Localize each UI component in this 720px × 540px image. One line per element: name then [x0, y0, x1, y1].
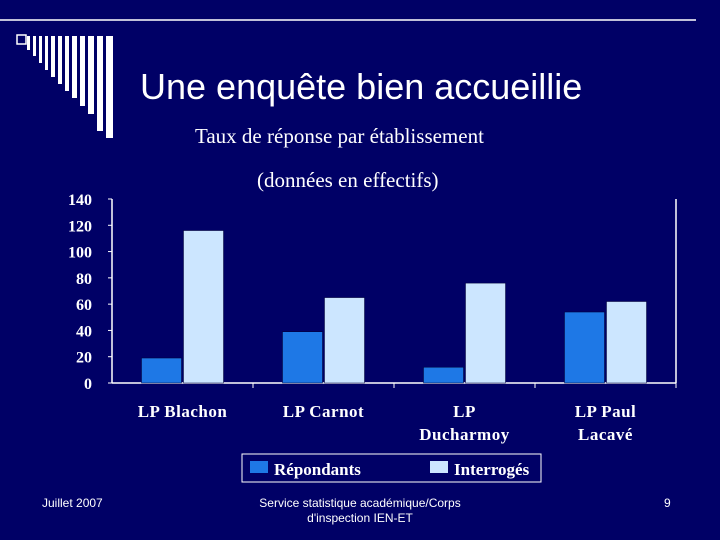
- bar-interroges: [183, 230, 224, 384]
- legend-swatch: [430, 461, 448, 473]
- x-category-label: Ducharmoy: [419, 425, 509, 444]
- slide-title: Une enquête bien accueillie: [140, 66, 583, 107]
- x-category-label: LP Carnot: [283, 402, 364, 421]
- decorative-stripes: [0, 19, 696, 138]
- bar-repondants: [141, 357, 182, 384]
- x-category-label: LP Blachon: [138, 402, 228, 421]
- y-tick-label: 0: [84, 376, 92, 393]
- y-tick-label: 80: [76, 271, 92, 288]
- legend-swatch: [250, 461, 268, 473]
- y-tick-label: 100: [68, 245, 92, 262]
- bar-repondants: [282, 331, 323, 384]
- bar-repondants: [423, 366, 464, 384]
- y-tick-label: 40: [76, 323, 92, 340]
- bar-interroges: [606, 301, 647, 384]
- legend-label: Interrogés: [454, 460, 530, 479]
- x-category-label: LP Paul: [575, 402, 637, 421]
- legend-label: Répondants: [274, 460, 361, 479]
- y-tick-label: 60: [76, 297, 92, 314]
- page-number: 9: [664, 496, 671, 510]
- bar-interroges: [465, 282, 506, 384]
- footer-source: Service statistique académique/Corps d'i…: [259, 496, 461, 525]
- y-tick-label: 120: [68, 218, 92, 235]
- legend-box: [241, 453, 542, 483]
- footer-date: Juillet 2007: [42, 496, 103, 510]
- chart-subtitle-units: (données en effectifs): [257, 168, 439, 192]
- x-category-label: LP: [453, 402, 476, 421]
- y-tick-label: 20: [76, 350, 92, 367]
- y-tick-label: 140: [68, 192, 92, 209]
- x-category-label: Lacavé: [578, 425, 633, 444]
- bar-interroges: [324, 297, 365, 384]
- chart-subtitle: Taux de réponse par établissement: [195, 124, 484, 148]
- bar-repondants: [564, 311, 605, 384]
